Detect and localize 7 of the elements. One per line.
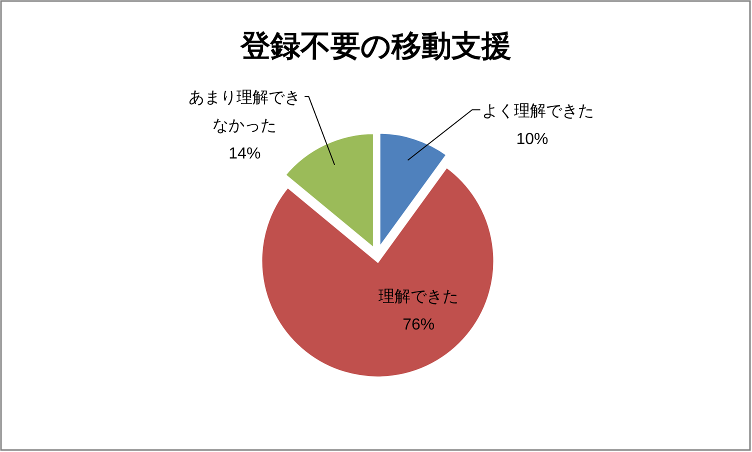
data-label: 14% xyxy=(228,146,261,163)
data-label: 76% xyxy=(402,316,435,334)
slice-label: 理解できた xyxy=(378,288,459,306)
slice-label: あまり理解できなかった xyxy=(188,90,301,135)
data-label: 10% xyxy=(516,130,548,148)
slice-label: よく理解できた xyxy=(482,102,594,120)
chart-title: 登録不要の移動支援 xyxy=(240,30,512,63)
